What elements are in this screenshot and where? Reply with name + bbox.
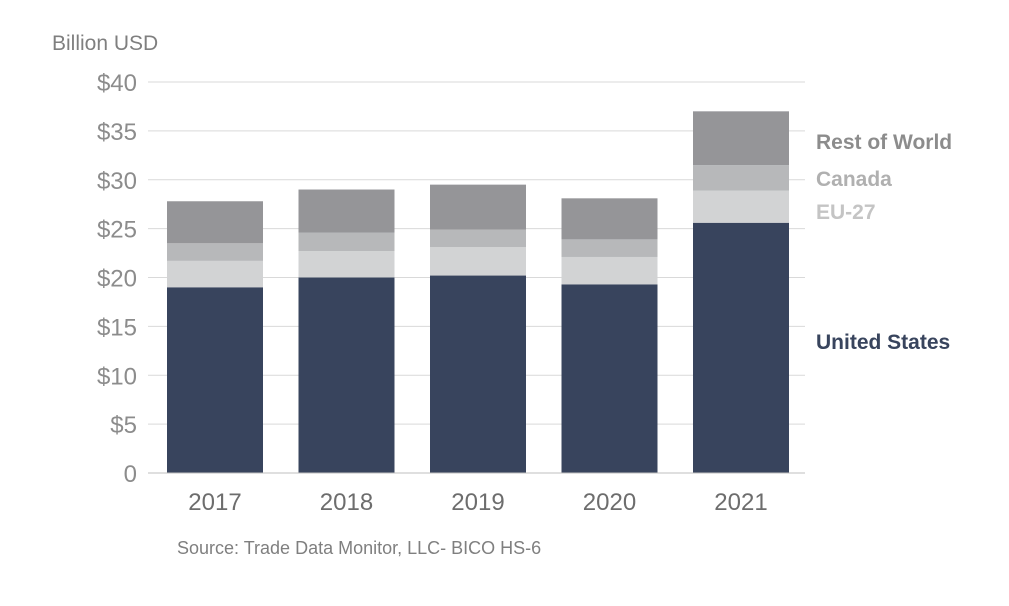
legend-label-eu-27: EU-27 (816, 201, 876, 224)
y-axis-ticks: 0 $5 $10 $15 $20 $25 $30 $35 $40 (97, 70, 137, 488)
y-tick-label: $35 (97, 119, 137, 146)
bar-segment-canada-2020 (561, 239, 658, 257)
bar-segment-eu-27-2021 (693, 190, 789, 223)
bar-segment-eu-27-2018 (298, 251, 395, 278)
bar-segment-rest-of-world-2019 (430, 184, 526, 230)
y-tick-label: $5 (110, 412, 137, 439)
bar-segment-canada-2018 (298, 232, 395, 252)
y-tick-label: $15 (97, 314, 137, 341)
legend-label-united-states: United States (816, 331, 950, 354)
y-tick-label: $25 (97, 217, 137, 244)
bar-segment-united-states-2019 (430, 275, 526, 473)
bar-segment-united-states-2021 (693, 222, 789, 473)
bar-segment-canada-2017 (167, 243, 263, 261)
y-tick-label: $20 (97, 266, 137, 293)
y-tick-label: $30 (97, 168, 137, 195)
bar-segment-eu-27-2017 (167, 260, 263, 288)
bars (167, 111, 789, 473)
y-axis-label: Billion USD (52, 32, 158, 55)
bar-segment-united-states-2018 (298, 277, 395, 473)
x-tick-label: 2019 (451, 489, 504, 516)
bar-segment-united-states-2017 (167, 287, 263, 473)
legend-label-canada: Canada (816, 168, 892, 191)
bar-segment-canada-2019 (430, 229, 526, 248)
bar-segment-united-states-2020 (561, 284, 658, 473)
bar-segment-rest-of-world-2017 (167, 201, 263, 244)
legend: Rest of World Canada EU-27 United States (816, 131, 952, 354)
x-axis-ticks: 2017 2018 2019 2020 2021 (188, 489, 767, 516)
bar-segment-eu-27-2019 (430, 247, 526, 276)
x-tick-label: 2021 (714, 489, 767, 516)
y-tick-label: 0 (124, 461, 137, 488)
bar-segment-rest-of-world-2021 (693, 111, 789, 166)
bar-segment-eu-27-2020 (561, 256, 658, 285)
y-tick-label: $40 (97, 70, 137, 97)
bar-segment-canada-2021 (693, 165, 789, 191)
bar-segment-rest-of-world-2018 (298, 189, 395, 233)
source-note: Source: Trade Data Monitor, LLC- BICO HS… (177, 538, 541, 558)
x-tick-label: 2018 (320, 489, 373, 516)
x-tick-label: 2017 (188, 489, 241, 516)
y-tick-label: $10 (97, 363, 137, 390)
bar-segment-rest-of-world-2020 (561, 198, 658, 240)
x-tick-label: 2020 (583, 489, 636, 516)
legend-label-rest-of-world: Rest of World (816, 131, 952, 154)
